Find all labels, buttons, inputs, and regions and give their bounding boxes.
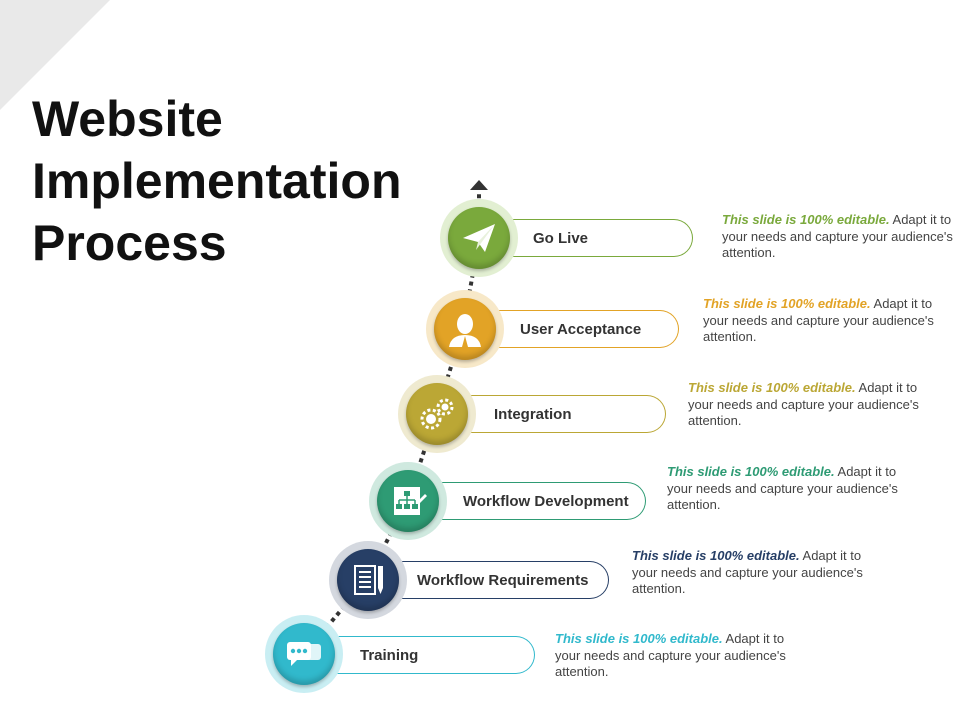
description-text: Adapt it to your needs and capture your … [667, 464, 898, 512]
slide-title: Website Implementation Process [32, 88, 472, 274]
step-halo [329, 541, 407, 619]
title-line-3: Process [32, 215, 227, 271]
step-circle [434, 298, 496, 360]
description-emphasis: This slide is 100% editable. [722, 212, 890, 227]
step-description: This slide is 100% editable. Adapt it to… [632, 548, 867, 598]
step-description: This slide is 100% editable. Adapt it to… [688, 380, 923, 430]
step-halo [265, 615, 343, 693]
step-circle [337, 549, 399, 611]
step-description: This slide is 100% editable. Adapt it to… [703, 296, 938, 346]
description-emphasis: This slide is 100% editable. [555, 631, 723, 646]
arrow-head-icon [470, 180, 488, 190]
description-text: Adapt it to your needs and capture your … [722, 212, 953, 260]
description-emphasis: This slide is 100% editable. [667, 464, 835, 479]
step-label: Workflow Development [463, 492, 629, 510]
title-line-1: Website [32, 91, 223, 147]
step-circle [377, 470, 439, 532]
step-description: This slide is 100% editable. Adapt it to… [667, 464, 902, 514]
description-text: Adapt it to your needs and capture your … [688, 380, 919, 428]
step-halo [440, 199, 518, 277]
user-icon [449, 314, 481, 347]
workflow-board-icon [394, 487, 427, 515]
description-emphasis: This slide is 100% editable. [632, 548, 800, 563]
step-pill: Integration [438, 395, 666, 433]
corner-decoration [0, 0, 110, 110]
step-halo [398, 375, 476, 453]
description-text: Adapt it to your needs and capture your … [555, 631, 786, 679]
step-pill: Training [305, 636, 535, 674]
notebook-pen-icon [354, 565, 383, 595]
description-emphasis: This slide is 100% editable. [688, 380, 856, 395]
description-text: Adapt it to your needs and capture your … [703, 296, 934, 344]
step-pill: Workflow Development [408, 482, 646, 520]
step-description: This slide is 100% editable. Adapt it to… [555, 631, 790, 681]
description-text: Adapt it to your needs and capture your … [632, 548, 863, 596]
step-label: Training [360, 646, 419, 664]
step-halo [426, 290, 504, 368]
step-label: Integration [494, 405, 572, 423]
step-label: User Acceptance [520, 320, 642, 338]
gears-icon [420, 398, 454, 430]
step-label: Go Live [533, 229, 589, 247]
step-description: This slide is 100% editable. Adapt it to… [722, 212, 957, 262]
step-pill: Workflow Requirements [368, 561, 609, 599]
step-circle [406, 383, 468, 445]
step-label: Workflow Requirements [417, 571, 589, 589]
paper-plane-icon [463, 224, 495, 252]
title-line-2: Implementation [32, 153, 402, 209]
step-circle [448, 207, 510, 269]
chat-bubbles-icon [287, 642, 321, 666]
description-emphasis: This slide is 100% editable. [703, 296, 871, 311]
step-circle [273, 623, 335, 685]
step-halo [369, 462, 447, 540]
